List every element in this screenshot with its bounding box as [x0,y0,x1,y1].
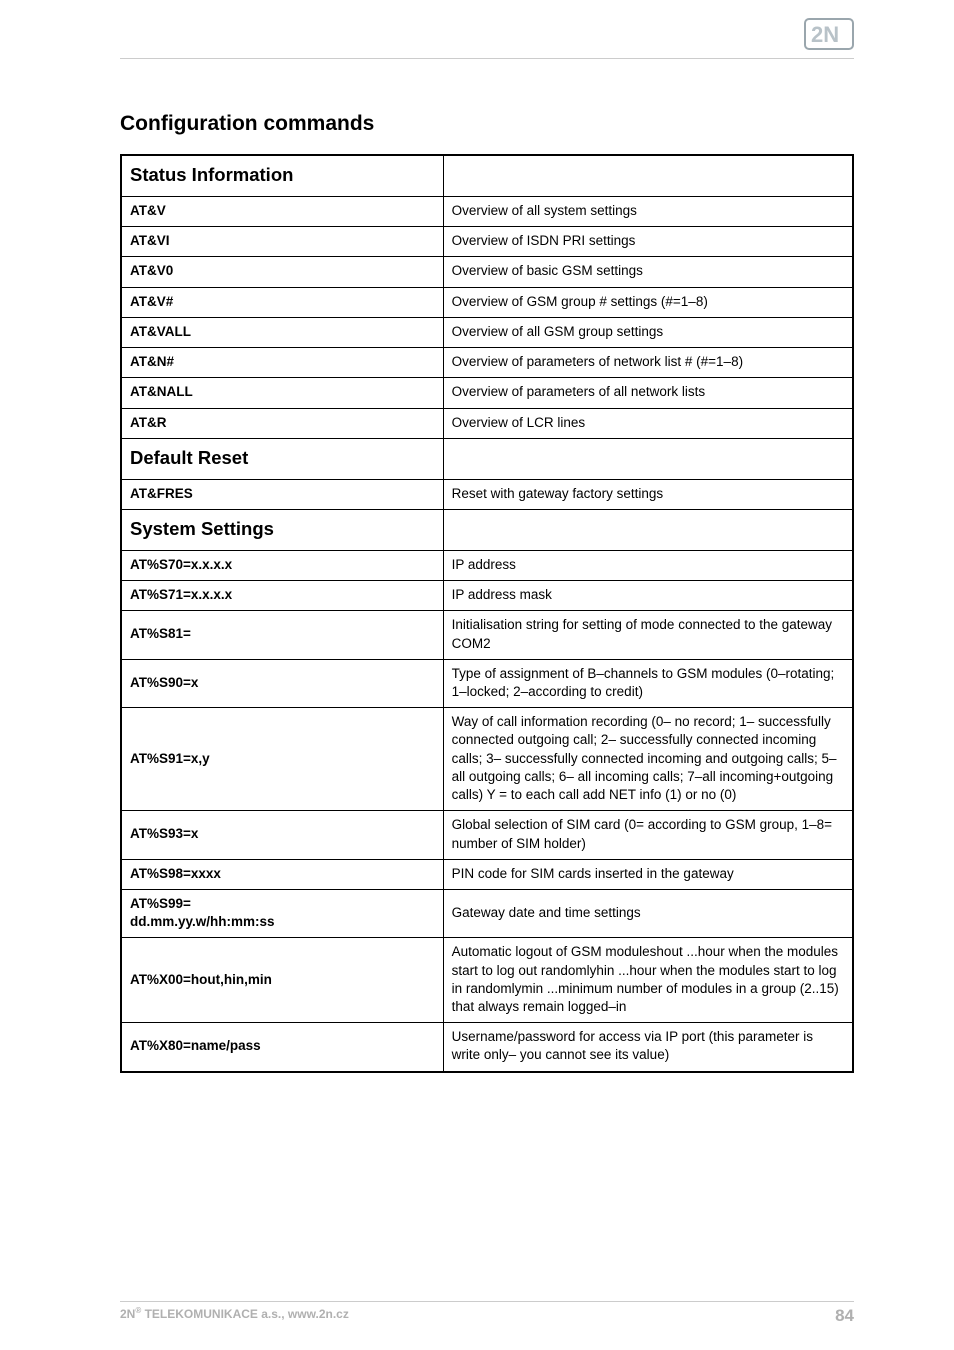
brand-logo: 2N [804,18,854,50]
desc-cell: Overview of parameters of all network li… [443,378,853,408]
section-header: Status Information [121,155,853,196]
cmd-cell: AT%S71=x.x.x.x [121,581,443,611]
cmd-cell: AT&NALL [121,378,443,408]
cmd-cell: AT%S98=xxxx [121,859,443,889]
desc-cell: Initialisation string for setting of mod… [443,611,853,659]
table-row: AT%S70=x.x.x.xIP address [121,550,853,580]
desc-cell: Overview of GSM group # settings (#=1–8) [443,287,853,317]
desc-cell: IP address [443,550,853,580]
cmd-cell: AT&V# [121,287,443,317]
table-row: AT&VALLOverview of all GSM group setting… [121,317,853,347]
table-row: AT&V0Overview of basic GSM settings [121,257,853,287]
table-row: AT%S81=Initialisation string for setting… [121,611,853,659]
cmd-cell: AT%S93=x [121,811,443,859]
table-row: AT&FRESReset with gateway factory settin… [121,479,853,509]
cmd-cell: AT%S90=x [121,659,443,707]
config-commands-table: Status Information AT&VOverview of all s… [120,154,854,1073]
table-row: AT&ROverview of LCR lines [121,408,853,438]
section-header: System Settings [121,509,853,550]
section-title: Status Information [121,155,443,196]
table-row: AT%S91=x,yWay of call information record… [121,708,853,811]
table-row: AT%S93=xGlobal selection of SIM card (0=… [121,811,853,859]
desc-cell: Way of call information recording (0– no… [443,708,853,811]
desc-cell: Overview of all system settings [443,196,853,226]
desc-cell: Overview of parameters of network list #… [443,348,853,378]
desc-cell: Username/password for access via IP port… [443,1023,853,1072]
table-row: AT%X80=name/passUsername/password for ac… [121,1023,853,1072]
table-row: AT&VIOverview of ISDN PRI settings [121,227,853,257]
page-number: 84 [835,1306,854,1326]
table-row: AT%S99= dd.mm.yy.w/hh:mm:ssGateway date … [121,889,853,937]
section-spacer [443,509,853,550]
page-footer: 2N® TELEKOMUNIKACE a.s., www.2n.cz 84 [120,1306,854,1326]
desc-cell: Overview of LCR lines [443,408,853,438]
table-row: AT%S98=xxxxPIN code for SIM cards insert… [121,859,853,889]
cmd-cell: AT%X80=name/pass [121,1023,443,1072]
cmd-cell: AT&VI [121,227,443,257]
desc-cell: Gateway date and time settings [443,889,853,937]
section-title: System Settings [121,509,443,550]
section-header: Default Reset [121,438,853,479]
desc-cell: IP address mask [443,581,853,611]
table-row: AT&VOverview of all system settings [121,196,853,226]
cmd-cell: AT&V [121,196,443,226]
desc-cell: Overview of basic GSM settings [443,257,853,287]
page-heading: Configuration commands [120,112,854,136]
cmd-cell: AT%S81= [121,611,443,659]
cmd-cell: AT%X00=hout,hin,min [121,938,443,1023]
footer-text: 2N® TELEKOMUNIKACE a.s., www.2n.cz [120,1307,349,1321]
cmd-cell: AT&R [121,408,443,438]
desc-cell: PIN code for SIM cards inserted in the g… [443,859,853,889]
cmd-cell: AT%S99= dd.mm.yy.w/hh:mm:ss [121,889,443,937]
cmd-cell: AT&FRES [121,479,443,509]
cmd-cell: AT%S70=x.x.x.x [121,550,443,580]
desc-cell: Global selection of SIM card (0= accordi… [443,811,853,859]
desc-cell: Overview of all GSM group settings [443,317,853,347]
section-spacer [443,155,853,196]
table-row: AT&V#Overview of GSM group # settings (#… [121,287,853,317]
table-row: AT%S71=x.x.x.xIP address mask [121,581,853,611]
table-row: AT&NALLOverview of parameters of all net… [121,378,853,408]
cmd-cell: AT&V0 [121,257,443,287]
desc-cell: Type of assignment of B–channels to GSM … [443,659,853,707]
footer-rule [120,1301,854,1302]
section-title: Default Reset [121,438,443,479]
cmd-cell: AT&N# [121,348,443,378]
desc-cell: Reset with gateway factory settings [443,479,853,509]
page: 2N Configuration commands Status Informa… [0,0,954,1350]
section-spacer [443,438,853,479]
table-row: AT&N#Overview of parameters of network l… [121,348,853,378]
desc-cell: Automatic logout of GSM moduleshout ...h… [443,938,853,1023]
cmd-cell: AT%S91=x,y [121,708,443,811]
header-rule [120,58,854,59]
table-row: AT%S90=xType of assignment of B–channels… [121,659,853,707]
desc-cell: Overview of ISDN PRI settings [443,227,853,257]
cmd-cell: AT&VALL [121,317,443,347]
svg-text:2N: 2N [811,22,839,47]
table-row: AT%X00=hout,hin,minAutomatic logout of G… [121,938,853,1023]
